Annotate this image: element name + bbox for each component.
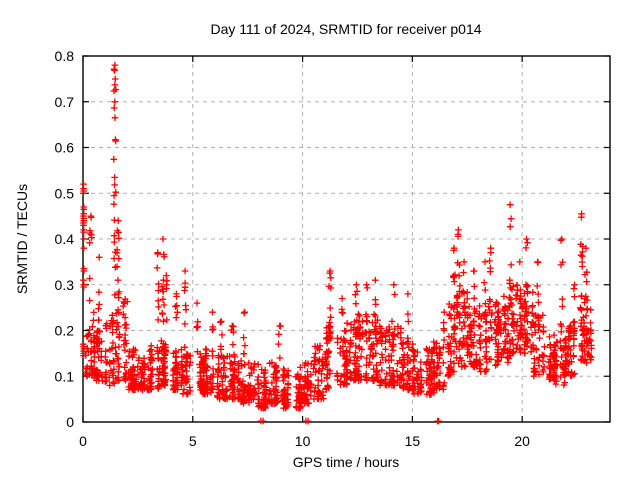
x-tick-label: 15	[405, 433, 421, 449]
x-tick-labels: 0 5 10 15 20	[79, 433, 530, 449]
y-tick-label: 0	[66, 414, 74, 430]
data-point-markers	[80, 61, 595, 425]
y-tick-label: 0.2	[55, 323, 75, 339]
x-tick-label: 0	[79, 433, 87, 449]
y-tick-label: 0.1	[55, 368, 75, 384]
y-tick-label: 0.8	[55, 48, 75, 64]
x-tick-label: 5	[189, 433, 197, 449]
chart-title: Day 111 of 2024, SRMTID for receiver p01…	[210, 21, 481, 37]
y-tick-label: 0.7	[55, 94, 75, 110]
y-tick-label: 0.4	[55, 231, 75, 247]
x-tick-label: 10	[295, 433, 311, 449]
y-tick-label: 0.6	[55, 140, 75, 156]
y-axis-title: SRMTID / TECUs	[14, 184, 30, 294]
x-axis-title: GPS time / hours	[293, 454, 400, 470]
y-tick-label: 0.5	[55, 185, 75, 201]
y-tick-label: 0.3	[55, 277, 75, 293]
y-tick-labels: 0 0.1 0.2 0.3 0.4 0.5 0.6 0.7 0.8	[55, 48, 75, 430]
scatter-points	[80, 61, 595, 425]
x-tick-label: 20	[514, 433, 530, 449]
